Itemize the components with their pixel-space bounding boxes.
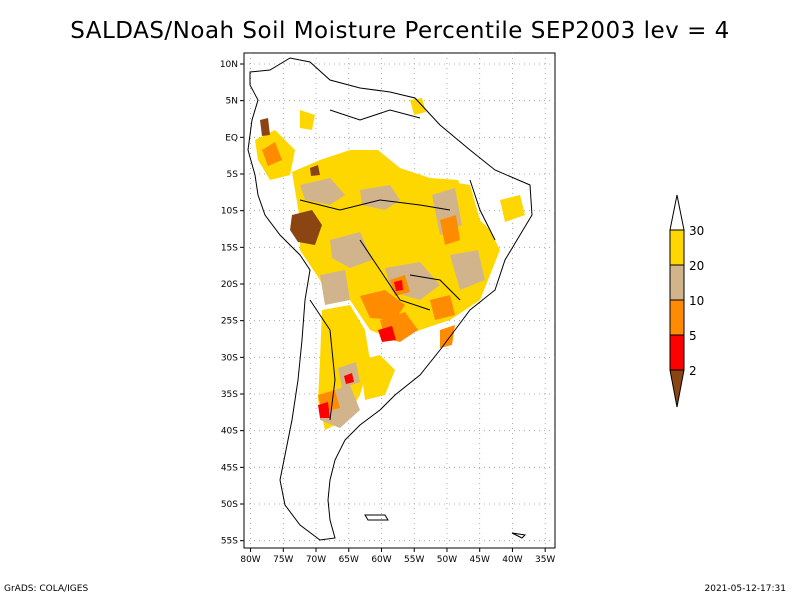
lat-tick-label: 10N xyxy=(220,60,238,70)
lat-tick-label: 55S xyxy=(221,537,238,547)
latitude-tick-labels: 10N 5N EQ 5S 10S 15S 20S 25S 30S 35S 40S 45S 50S 55S xyxy=(220,60,244,547)
colorbar: 30 20 10 5 2 xyxy=(669,194,704,408)
lon-tick-label: 55W xyxy=(404,555,424,565)
lat-tick-label: 45S xyxy=(221,463,238,473)
colorbar-5-10 xyxy=(669,299,685,336)
lon-tick-label: 65W xyxy=(339,555,359,565)
percentile-2-5-areas xyxy=(296,218,403,418)
colorbar-label-20: 20 xyxy=(689,259,704,273)
lon-tick-label: 60W xyxy=(371,555,391,565)
lat-tick-label: 40S xyxy=(221,427,238,437)
colorbar-label-30: 30 xyxy=(689,224,704,238)
percentile-below-2-areas xyxy=(260,118,322,245)
colorbar-label-5: 5 xyxy=(689,329,697,343)
lon-tick-label: 50W xyxy=(437,555,457,565)
lat-tick-label: 30S xyxy=(221,353,238,363)
lat-tick-label: 5N xyxy=(226,97,238,107)
lon-tick-label: 35W xyxy=(535,555,555,565)
lat-tick-label: 35S xyxy=(221,390,238,400)
colorbar-label-10: 10 xyxy=(689,294,704,308)
lon-tick-label: 75W xyxy=(273,555,293,565)
lon-tick-label: 40W xyxy=(502,555,522,565)
lat-tick-label: EQ xyxy=(225,133,238,143)
colorbar-below-2 xyxy=(669,369,685,408)
timestamp: 2021-05-12-17:31 xyxy=(704,584,787,594)
lat-tick-label: 10S xyxy=(221,207,238,217)
colorbar-above-30 xyxy=(669,194,685,231)
lat-tick-label: 20S xyxy=(221,280,238,290)
coastlines-and-borders xyxy=(247,57,533,541)
colorbar-10-20 xyxy=(669,264,685,301)
colorbar-label-2: 2 xyxy=(689,364,697,378)
lon-tick-label: 70W xyxy=(306,555,326,565)
lat-tick-label: 5S xyxy=(227,170,239,180)
colorbar-20-30 xyxy=(669,229,685,266)
lat-tick-label: 25S xyxy=(221,317,238,327)
lat-tick-label: 50S xyxy=(221,500,238,510)
map-title: SALDAS/Noah Soil Moisture Percentile SEP… xyxy=(70,18,730,44)
lat-tick-label: 15S xyxy=(221,243,238,253)
colorbar-2-5 xyxy=(669,334,685,371)
longitude-tick-labels: 80W 75W 70W 65W 60W 55W 50W 45W 40W 35W xyxy=(240,548,555,565)
grads-credit: GrADS: COLA/IGES xyxy=(4,584,89,594)
lon-tick-label: 45W xyxy=(470,555,490,565)
lon-tick-label: 80W xyxy=(240,555,260,565)
